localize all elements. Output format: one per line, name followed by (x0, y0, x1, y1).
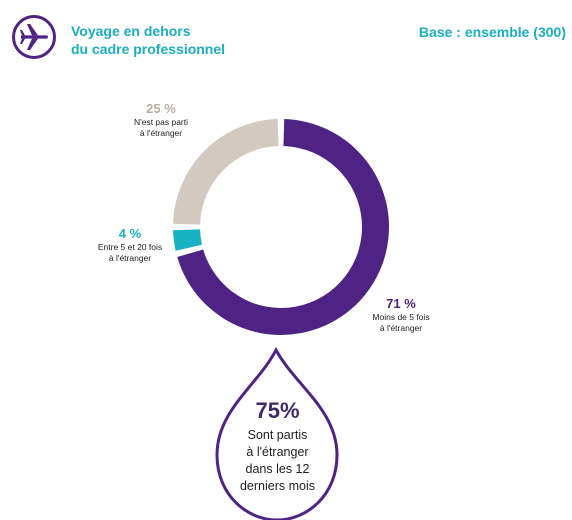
label-purple-value: 71 % (386, 296, 416, 311)
callout-line-4: derniers mois (239, 479, 316, 493)
callout-line-3: dans les 12 (245, 462, 310, 476)
callout-line-2: à l'étranger (246, 445, 309, 459)
label-beige-slice: 25 % N'est pas parti à l'étranger (120, 101, 202, 139)
airplane-icon (12, 15, 56, 59)
title-line-1: Voyage en dehors (71, 23, 191, 39)
page-title: Voyage en dehors du cadre professionnel (71, 22, 225, 58)
label-beige-text: N'est pas parti à l'étranger (133, 117, 189, 138)
donut-chart (173, 119, 389, 336)
callout-text: Sont partis à l'étranger dans les 12 der… (205, 427, 350, 495)
slice-teal (173, 229, 202, 251)
callout-line-1: Sont partis (247, 428, 308, 442)
base-label: Base : ensemble (300) (418, 24, 566, 40)
label-teal-text: Entre 5 et 20 fois à l'étranger (97, 242, 163, 263)
slice-beige (173, 119, 279, 225)
label-purple-slice: 71 % Moins de 5 fois à l'étranger (356, 296, 446, 334)
title-line-2: du cadre professionnel (71, 41, 226, 57)
label-beige-value: 25 % (146, 101, 176, 116)
callout-value: 75% (255, 398, 300, 423)
label-purple-text: Moins de 5 fois à l'étranger (372, 312, 430, 333)
label-teal-value: 4 % (118, 226, 142, 241)
label-teal-slice: 4 % Entre 5 et 20 fois à l'étranger (80, 226, 180, 264)
